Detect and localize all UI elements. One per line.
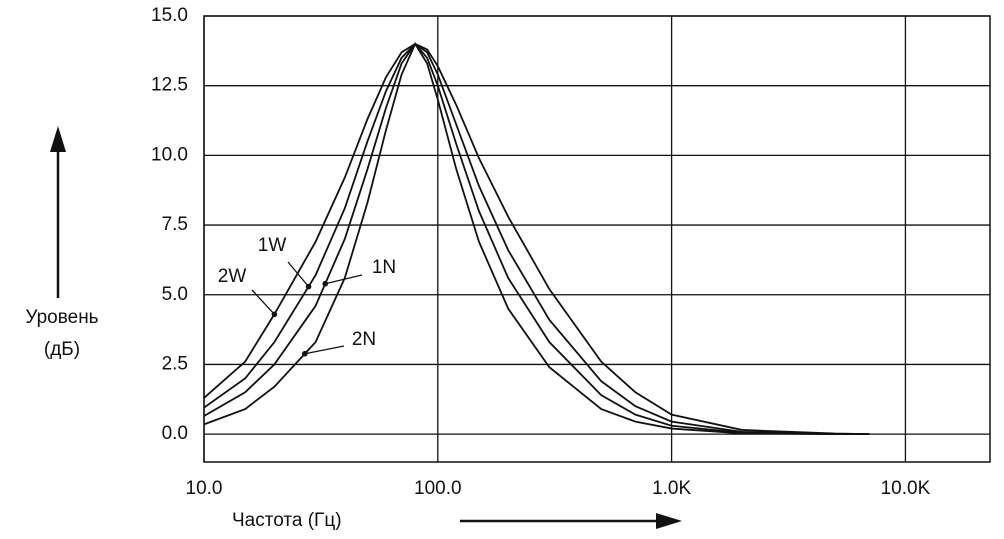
series-label: 1N <box>372 257 396 278</box>
y-tick-label: 2.5 <box>162 353 188 374</box>
label-leader <box>251 289 275 315</box>
plot-area <box>203 15 991 463</box>
label-leader <box>287 261 310 288</box>
y-tick-label: 0.0 <box>162 423 188 444</box>
x-tick-label: 10.0K <box>881 478 931 499</box>
series-line <box>203 42 870 436</box>
x-tick-label: 10.0 <box>186 478 223 499</box>
x-arrow-head <box>656 513 682 529</box>
series-line <box>203 42 870 436</box>
label-dot <box>322 280 329 287</box>
series-label: 1W <box>258 235 287 256</box>
label-leader <box>304 345 345 355</box>
y-arrow-head <box>50 126 66 152</box>
series-label: 2N <box>352 329 376 350</box>
x-axis-label: Частота (Гц) <box>232 510 342 531</box>
series-line <box>203 41 870 436</box>
y-tick-label: 7.5 <box>162 214 188 235</box>
y-axis-label: Уровень <box>25 307 98 328</box>
x-tick-label: 1.0K <box>652 478 691 499</box>
label-dot <box>271 311 278 318</box>
label-dot <box>302 350 308 357</box>
label-dot <box>305 283 312 290</box>
x-tick-label: 100.0 <box>414 478 462 499</box>
y-axis-label: (дБ) <box>44 339 80 360</box>
y-tick-label: 15.0 <box>151 5 188 26</box>
y-tick-label: 10.0 <box>151 144 188 165</box>
series-label: 2W <box>218 266 247 287</box>
y-tick-label: 5.0 <box>162 284 188 305</box>
y-tick-label: 12.5 <box>151 75 188 96</box>
